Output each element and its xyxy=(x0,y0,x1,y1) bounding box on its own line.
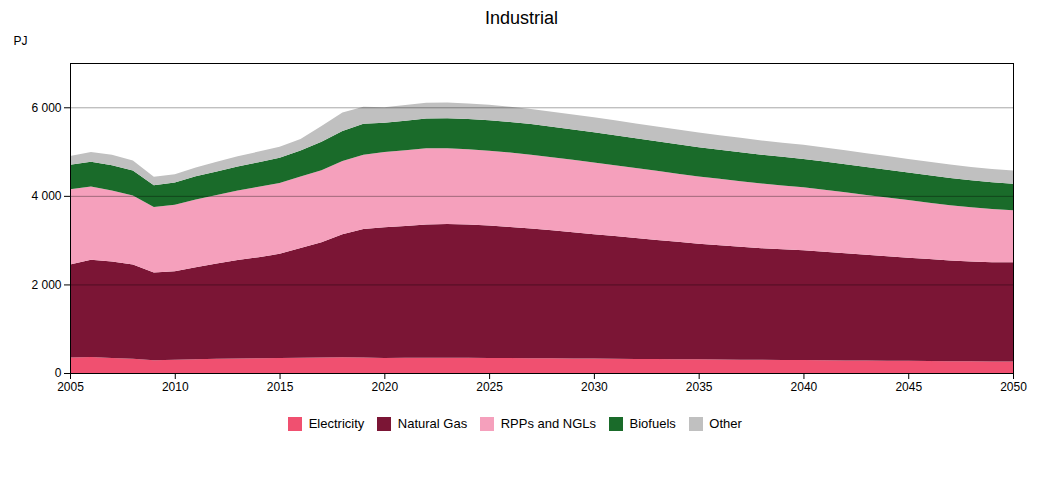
html-text:Electricity: Electricity xyxy=(308,416,365,431)
svg-text:2030: 2030 xyxy=(581,380,608,394)
html-text:Industrial: Industrial xyxy=(485,8,558,28)
svg-text:PJ: PJ xyxy=(14,34,28,48)
svg-text:2 000: 2 000 xyxy=(31,278,61,292)
html-text:Biofuels: Biofuels xyxy=(629,416,676,431)
svg-text:2050: 2050 xyxy=(1000,380,1027,394)
svg-text:6 000: 6 000 xyxy=(31,101,61,115)
svg-text:2025: 2025 xyxy=(476,380,503,394)
svg-text:2035: 2035 xyxy=(686,380,713,394)
svg-text:2015: 2015 xyxy=(267,380,294,394)
html-text:Other: Other xyxy=(709,416,742,431)
svg-text:2045: 2045 xyxy=(895,380,922,394)
svg-text:2040: 2040 xyxy=(791,380,818,394)
svg-text:2020: 2020 xyxy=(371,380,398,394)
svg-text:2005: 2005 xyxy=(57,380,84,394)
svg-text:4 000: 4 000 xyxy=(31,189,61,203)
html-text:Natural Gas: Natural Gas xyxy=(397,416,468,431)
html-text:RPPs and NGLs: RPPs and NGLs xyxy=(500,416,596,431)
svg-text:0: 0 xyxy=(55,366,62,380)
svg-text:2010: 2010 xyxy=(162,380,189,394)
